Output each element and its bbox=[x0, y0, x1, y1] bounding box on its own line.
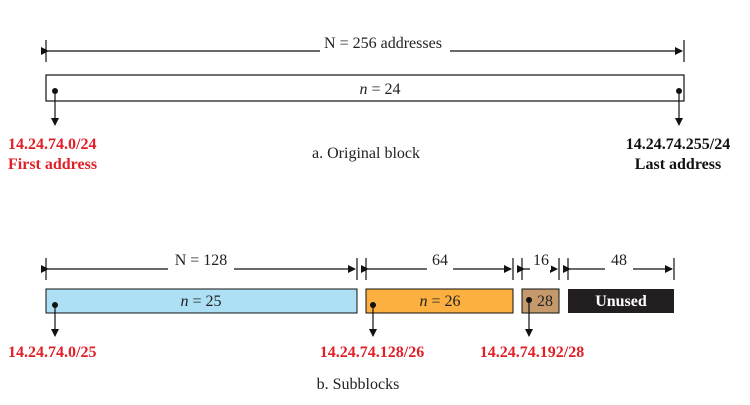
subblock-1-size-label: N = 128 bbox=[175, 252, 228, 269]
unused-label: Unused bbox=[595, 293, 647, 310]
last-address-label: Last address bbox=[635, 156, 721, 173]
subblock-2-address: 14.24.74.128/26 bbox=[320, 344, 424, 361]
original-prefix-label: n = 24 bbox=[359, 81, 400, 98]
subblock-1-size-bg bbox=[168, 252, 234, 270]
subblock-1-bar bbox=[45, 288, 358, 314]
original-block-bar bbox=[45, 74, 685, 102]
subblock-2-bar bbox=[365, 288, 514, 314]
subblock-2-size-bg bbox=[427, 252, 453, 270]
subblock-4-size-bg bbox=[605, 252, 633, 270]
original-size-label-bg bbox=[320, 34, 450, 52]
original-caption: a. Original block bbox=[312, 145, 420, 162]
subblock-unused: 48 Unused bbox=[563, 252, 675, 313]
original-size-label: N = 256 addresses bbox=[324, 35, 442, 52]
subblock-3-prefix: 28 bbox=[537, 293, 553, 310]
subblock-3: 16 28 14.24.74.192/28 bbox=[480, 252, 584, 361]
subblock-2-size-label: 64 bbox=[432, 252, 448, 269]
first-address-label: First address bbox=[8, 156, 97, 173]
subblocks-group: N = 128 n = 25 14.24.74.0/25 64 n = 26 1… bbox=[8, 252, 675, 393]
last-address-value: 14.24.74.255/24 bbox=[626, 136, 730, 153]
first-address-value: 14.24.74.0/24 bbox=[8, 136, 96, 153]
original-block-group: N = 256 addresses n = 24 14.24.74.0/24 F… bbox=[8, 34, 730, 173]
subblock-1-address: 14.24.74.0/25 bbox=[8, 344, 96, 361]
subblock-1: N = 128 n = 25 14.24.74.0/25 bbox=[8, 252, 358, 361]
subblock-2: 64 n = 26 14.24.74.128/26 bbox=[320, 252, 514, 361]
subblocks-caption: b. Subblocks bbox=[317, 376, 400, 393]
subblock-2-prefix: n = 26 bbox=[419, 293, 460, 310]
subblock-3-size-bg bbox=[530, 252, 551, 270]
subblock-4-size-label: 48 bbox=[611, 252, 627, 269]
subblock-1-prefix: n = 25 bbox=[180, 293, 221, 310]
subblock-3-address: 14.24.74.192/28 bbox=[480, 344, 584, 361]
subblock-4-bar bbox=[568, 289, 674, 313]
subblock-3-size-label: 16 bbox=[533, 252, 549, 269]
